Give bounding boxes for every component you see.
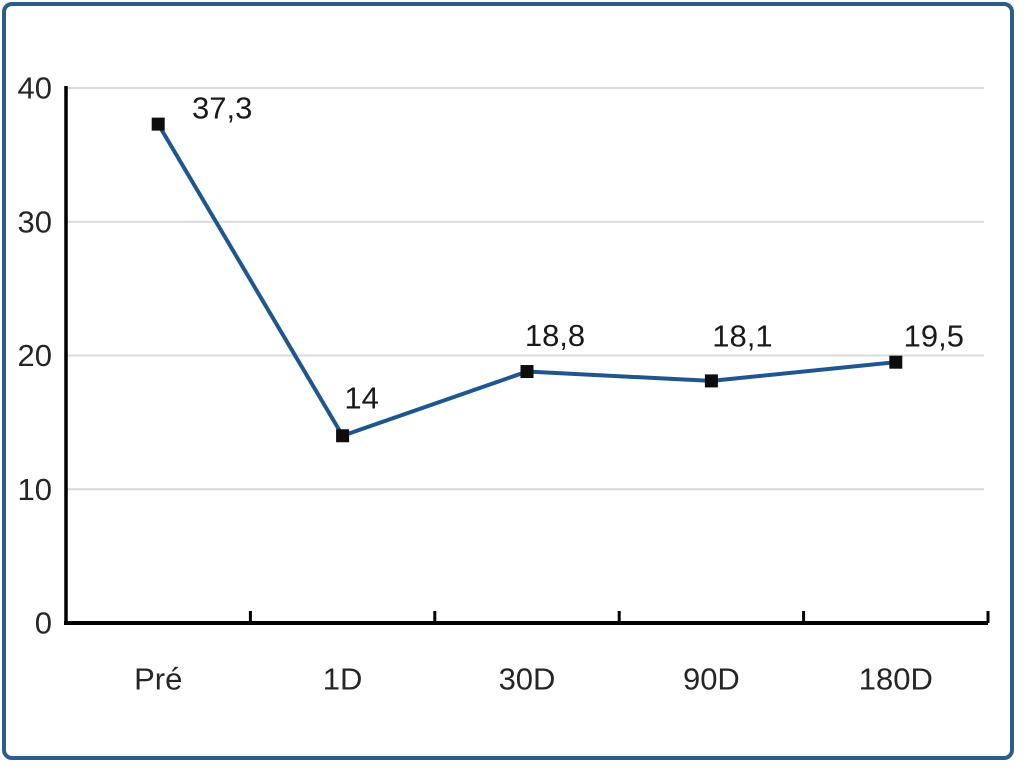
data-point-marker [704, 374, 718, 388]
data-line [156, 123, 897, 438]
y-axis-tick-label: 10 [18, 472, 52, 507]
data-label: 18,1 [712, 318, 772, 353]
data-label: 19,5 [904, 319, 964, 354]
x-axis-tick-label: Pré [134, 662, 182, 697]
data-point-marker [336, 429, 350, 443]
x-axis-tick-label: 180D [859, 662, 933, 697]
data-label: 37,3 [192, 91, 252, 126]
data-label: 14 [344, 380, 378, 415]
y-axis-tick-label: 40 [18, 71, 52, 106]
y-axis-tick-label: 30 [18, 204, 52, 239]
data-label: 18,8 [525, 318, 585, 353]
data-point-marker [151, 117, 165, 131]
data-point-marker [520, 365, 534, 379]
chart-card [2, 2, 1014, 760]
x-axis-tick-label: 30D [499, 662, 556, 697]
x-axis-tick-label: 1D [323, 662, 363, 697]
data-point-marker [889, 355, 903, 369]
y-axis-tick-label: 20 [18, 338, 52, 373]
x-axis-tick-label: 90D [683, 662, 740, 697]
y-axis-tick-label: 0 [35, 606, 52, 641]
